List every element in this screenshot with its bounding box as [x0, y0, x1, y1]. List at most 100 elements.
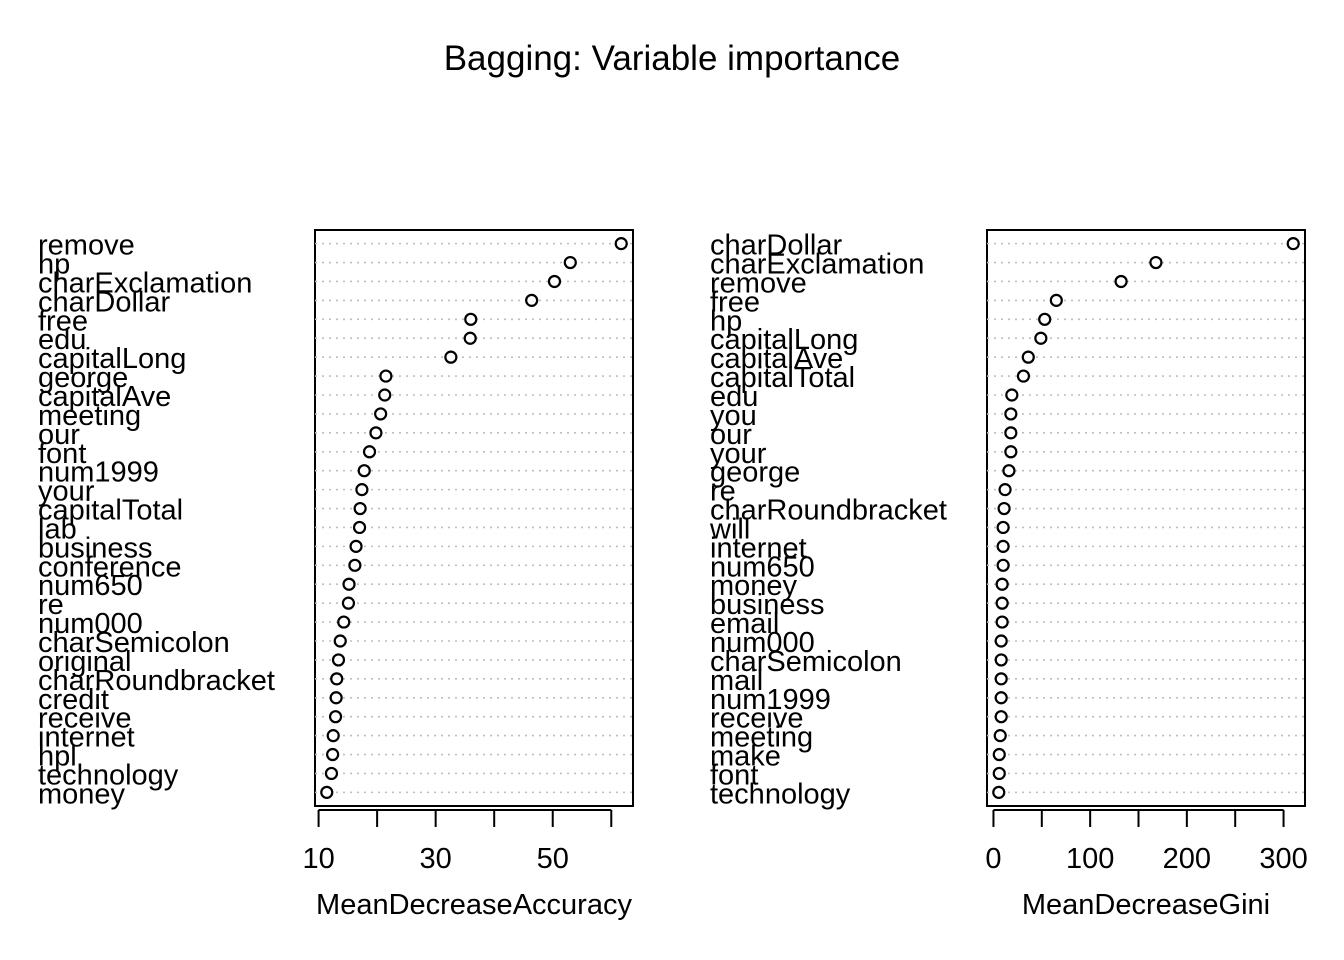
- data-point-your: [355, 483, 369, 497]
- accuracy-panel: removehpcharExclamationcharDollarfreeedu…: [38, 229, 634, 921]
- data-point-hpl: [326, 747, 340, 762]
- data-point-george: [379, 369, 393, 383]
- variable-label: conference: [38, 551, 182, 583]
- variable-label: num1999: [710, 684, 831, 716]
- variable-label: meeting: [710, 722, 813, 754]
- variable-label: charSemicolon: [38, 627, 230, 659]
- data-point-capitalTotal: [1016, 369, 1031, 383]
- data-point-receive: [328, 710, 343, 724]
- variable-label: george: [710, 457, 800, 489]
- variable-label: internet: [38, 722, 135, 754]
- variable-label: email: [710, 608, 779, 640]
- data-point-receive: [994, 710, 1008, 724]
- variable-label: charDollar: [38, 286, 170, 318]
- data-point-num650: [342, 577, 356, 591]
- variable-label: capitalLong: [710, 324, 858, 356]
- data-point-capitalLong: [1034, 331, 1048, 345]
- variable-label: original: [38, 646, 132, 678]
- variable-label: business: [38, 532, 152, 564]
- x-axis-title: MeanDecreaseAccuracy: [316, 889, 632, 921]
- data-point-meeting: [374, 407, 388, 421]
- variable-label: font: [710, 759, 758, 791]
- data-point-charSemicolon: [333, 634, 347, 648]
- variable-label: receive: [38, 703, 132, 735]
- data-point-font: [362, 445, 377, 459]
- data-point-our: [1004, 426, 1018, 440]
- variable-label: capitalAve: [710, 343, 843, 375]
- data-point-num1999: [994, 691, 1008, 705]
- variable-label: technology: [710, 778, 851, 810]
- gini-panel: charDollarcharExclamationremovefreehpcap…: [709, 229, 1308, 921]
- data-point-re: [998, 483, 1012, 497]
- variable-label: capitalLong: [38, 343, 186, 375]
- data-point-business: [995, 596, 1009, 610]
- data-point-internet: [326, 729, 340, 743]
- variable-label: our: [710, 419, 752, 451]
- plot-frame: [986, 229, 1306, 807]
- variable-label: george: [38, 362, 128, 394]
- data-point-our: [369, 426, 383, 440]
- data-point-num000: [994, 634, 1008, 648]
- variable-label: our: [38, 419, 80, 451]
- variable-label: re: [710, 476, 736, 508]
- variable-label: hp: [38, 249, 70, 281]
- variable-label: business: [710, 589, 824, 621]
- data-point-credit: [329, 691, 343, 705]
- plot-frame: [314, 229, 634, 807]
- variable-label: num000: [710, 627, 815, 659]
- data-point-remove: [614, 237, 628, 251]
- variable-label: capitalTotal: [38, 495, 183, 527]
- data-point-num000: [337, 615, 351, 629]
- x-tick-label: 100: [1066, 843, 1114, 875]
- data-point-num650: [996, 558, 1010, 572]
- x-tick-label: 50: [537, 843, 569, 875]
- data-point-meeting: [993, 729, 1007, 743]
- variable-label: make: [710, 741, 781, 773]
- variable-label: capitalAve: [38, 381, 171, 413]
- data-point-charDollar: [525, 293, 539, 307]
- variable-label: money: [38, 778, 126, 810]
- variable-label: technology: [38, 759, 179, 791]
- data-point-you: [1004, 407, 1018, 421]
- data-point-email: [995, 615, 1009, 629]
- data-point-money: [995, 577, 1009, 591]
- variable-label: charSemicolon: [710, 646, 902, 678]
- variable-label: lab: [38, 513, 77, 545]
- variable-label: free: [38, 305, 88, 337]
- variable-label: charDollar: [710, 230, 842, 262]
- chart-title: Bagging: Variable importance: [444, 39, 901, 78]
- data-point-remove: [1114, 274, 1128, 289]
- data-point-hp: [1038, 312, 1052, 326]
- data-point-charExclamation: [1149, 255, 1163, 270]
- data-point-capitalLong: [444, 350, 458, 364]
- data-point-internet: [996, 539, 1010, 553]
- data-point-re: [341, 596, 356, 610]
- data-point-will: [996, 520, 1010, 535]
- data-point-charSemicolon: [994, 653, 1008, 667]
- variable-label: remove: [38, 230, 135, 262]
- x-tick-label: 0: [985, 843, 1001, 875]
- data-point-charRoundbracket: [330, 672, 344, 686]
- variable-label: charExclamation: [710, 249, 924, 281]
- x-tick-label: 10: [302, 843, 334, 875]
- data-point-conference: [348, 558, 362, 572]
- variable-label: mail: [710, 665, 763, 697]
- variable-label: credit: [38, 684, 109, 716]
- data-point-george: [1002, 464, 1016, 478]
- variable-label: re: [38, 589, 64, 621]
- data-point-technology: [324, 766, 339, 781]
- data-point-hp: [563, 255, 577, 270]
- variable-label: charRoundbracket: [710, 495, 947, 527]
- variable-label: your: [710, 438, 767, 470]
- variable-label: charExclamation: [38, 267, 252, 299]
- data-point-charRoundbracket: [997, 501, 1011, 516]
- variable-label: num650: [38, 570, 143, 602]
- variable-label: remove: [710, 267, 807, 299]
- variable-label: capitalTotal: [710, 362, 855, 394]
- data-point-edu: [463, 331, 477, 345]
- data-point-lab: [352, 520, 367, 535]
- data-point-money: [320, 785, 334, 799]
- data-point-capitalAve: [378, 388, 392, 402]
- data-point-original: [331, 653, 346, 667]
- x-tick-label: 200: [1163, 843, 1211, 875]
